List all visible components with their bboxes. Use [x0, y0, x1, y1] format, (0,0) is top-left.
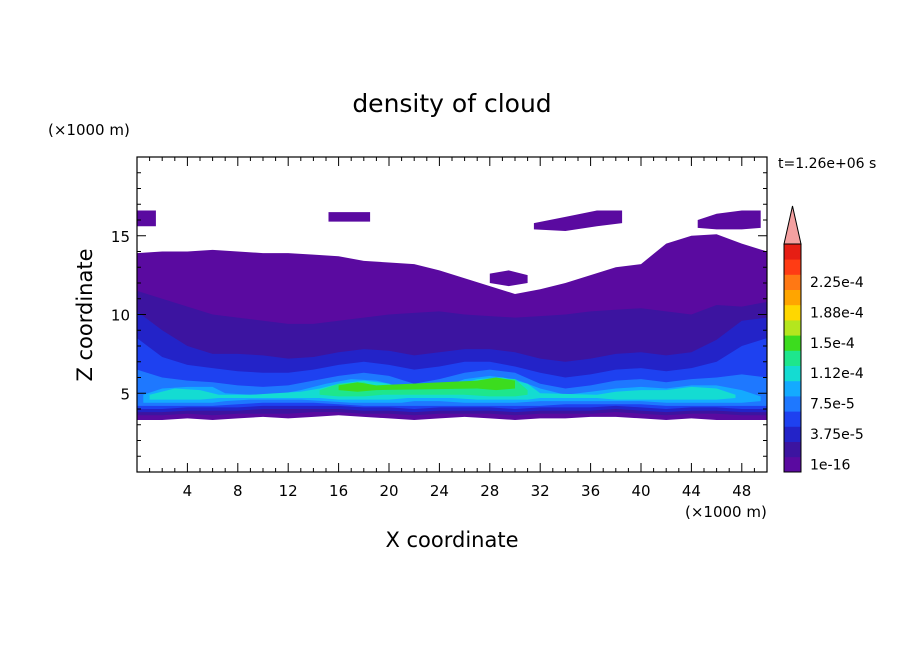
x-axis-label: X coordinate — [385, 528, 518, 552]
colorbar-label: 1.88e-4 — [810, 305, 864, 321]
x-tick-label: 4 — [183, 482, 193, 500]
colorbar-extend-arrow — [784, 206, 801, 244]
colorbar-label: 1.12e-4 — [810, 366, 864, 382]
colorbar-segment — [784, 396, 801, 412]
chart-title: density of cloud — [352, 89, 551, 118]
cloud-patch — [137, 211, 156, 227]
colorbar-label: 3.75e-5 — [810, 427, 864, 443]
x-unit-label: (×1000 m) — [685, 503, 767, 521]
y-tick-label: 10 — [111, 307, 130, 325]
x-tick-label: 24 — [430, 482, 449, 500]
colorbar-segment — [784, 426, 801, 442]
x-tick-label: 36 — [581, 482, 600, 500]
y-tick-label: 5 — [120, 385, 130, 403]
y-tick-label: 15 — [111, 228, 130, 246]
colorbar-segment — [784, 457, 801, 473]
y-axis-label: Z coordinate — [73, 248, 97, 381]
y-unit-label: (×1000 m) — [48, 121, 130, 139]
colorbar-segment — [784, 244, 801, 260]
x-tick-label: 48 — [732, 482, 751, 500]
time-label: t=1.26e+06 s — [778, 156, 876, 172]
x-tick-label: 12 — [279, 482, 298, 500]
colorbar-label: 7.5e-5 — [810, 397, 855, 413]
cloud-patch — [534, 211, 622, 232]
cloud-patch — [329, 212, 371, 222]
colorbar-segment — [784, 381, 801, 397]
colorbar-label: 1.5e-4 — [810, 336, 855, 352]
colorbar-segment — [784, 335, 801, 351]
colorbar: 1e-16 3.75e-5 7.5e-5 1.12e-4 1.5e-4 1.88e-4 2.… — [784, 206, 864, 473]
contour-fill — [137, 211, 767, 421]
colorbar-segment — [784, 259, 801, 275]
colorbar-segment — [784, 320, 801, 336]
colorbar-segment — [784, 411, 801, 427]
colorbar-label: 1e-16 — [810, 457, 850, 473]
colorbar-label: 2.25e-4 — [810, 275, 864, 291]
x-tick-label: 40 — [631, 482, 650, 500]
colorbar-segment — [784, 442, 801, 458]
colorbar-segment — [784, 366, 801, 382]
x-tick-label: 44 — [682, 482, 701, 500]
x-tick-label: 8 — [233, 482, 243, 500]
x-tick-label: 32 — [531, 482, 550, 500]
cloud-patch — [698, 211, 761, 230]
colorbar-segment — [784, 274, 801, 290]
colorbar-segment — [784, 350, 801, 366]
x-tick-label: 16 — [329, 482, 348, 500]
x-tick-label: 28 — [480, 482, 499, 500]
colorbar-segment — [784, 305, 801, 321]
colorbar-segment — [784, 290, 801, 306]
cloud-patch — [490, 270, 528, 286]
x-tick-label: 20 — [379, 482, 398, 500]
